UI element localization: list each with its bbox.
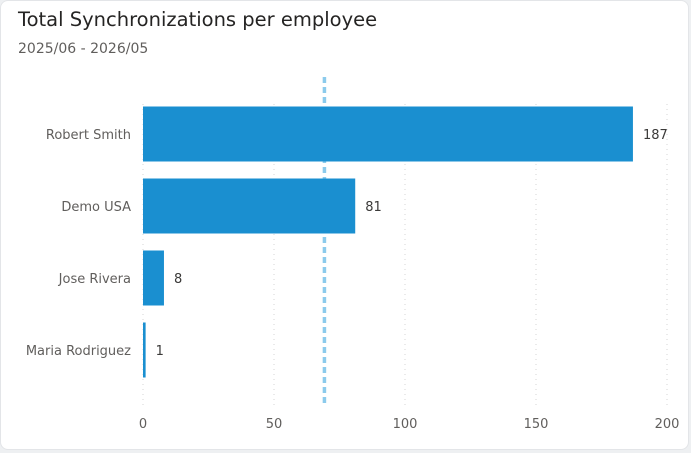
bar[interactable] [143, 106, 633, 162]
bars [143, 106, 633, 378]
bar[interactable] [143, 250, 164, 306]
bar[interactable] [143, 322, 146, 378]
x-tick-label: 100 [393, 417, 418, 432]
bar[interactable] [143, 178, 356, 234]
category-labels: Robert Smith Demo USA Jose Rivera Maria Rod… [26, 128, 131, 359]
data-label: 81 [365, 200, 382, 215]
category-label: Robert Smith [46, 128, 131, 143]
x-tick-label: 50 [266, 417, 283, 432]
chart-subtitle: 2025/06 - 2026/05 [18, 41, 149, 57]
x-tick-label: 150 [524, 417, 549, 432]
data-label: 8 [174, 272, 182, 287]
category-label: Demo USA [61, 200, 131, 215]
data-label: 1 [156, 344, 164, 359]
category-label: Maria Rodriguez [26, 344, 131, 359]
x-tick-label: 0 [139, 417, 147, 432]
category-label: Jose Rivera [58, 272, 131, 287]
chart-title: Total Synchronizations per employee [18, 8, 378, 31]
x-axis-ticks: 0 50 100 150 200 [139, 417, 680, 432]
x-tick-label: 200 [655, 417, 680, 432]
data-label: 187 [643, 128, 668, 143]
